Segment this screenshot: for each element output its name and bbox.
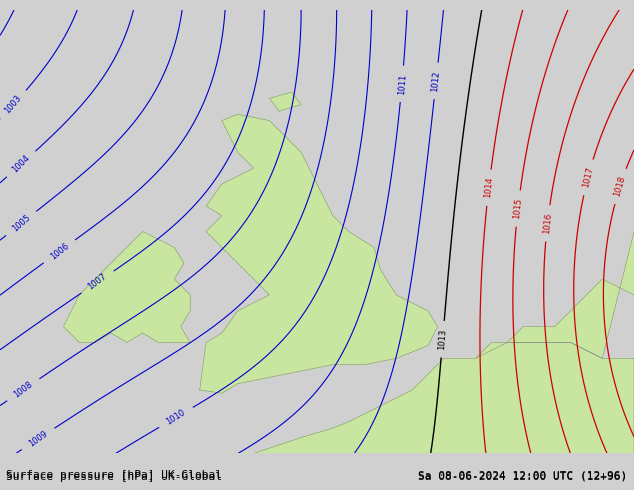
Text: 1010: 1010: [165, 408, 187, 427]
Text: 1012: 1012: [430, 70, 442, 92]
Text: Sa 08-06-2024 12:00 UTC (12+96): Sa 08-06-2024 12:00 UTC (12+96): [418, 470, 628, 480]
Polygon shape: [63, 231, 190, 343]
Text: 1004: 1004: [11, 153, 32, 174]
Text: Surface pressure [hPa] UK-Global: Surface pressure [hPa] UK-Global: [6, 471, 223, 482]
Polygon shape: [476, 168, 634, 358]
Polygon shape: [269, 92, 301, 111]
Text: 1005: 1005: [10, 213, 32, 234]
Text: 1017: 1017: [581, 166, 595, 189]
Text: 1016: 1016: [542, 212, 553, 234]
Text: Surface pressure [hPa] UK-Global: Surface pressure [hPa] UK-Global: [6, 470, 223, 480]
Text: 1009: 1009: [27, 429, 49, 449]
Text: 1015: 1015: [512, 197, 524, 220]
Text: 1007: 1007: [86, 272, 108, 292]
Text: 1013: 1013: [437, 328, 448, 350]
Text: 1014: 1014: [483, 177, 495, 198]
Text: 1018: 1018: [612, 175, 627, 197]
Polygon shape: [200, 114, 437, 393]
Text: 1011: 1011: [397, 73, 407, 95]
Polygon shape: [222, 343, 634, 453]
Text: 1003: 1003: [3, 94, 23, 116]
Text: 1008: 1008: [12, 380, 34, 400]
Text: Sa 08-06-2024 12:00 UTC (12+96): Sa 08-06-2024 12:00 UTC (12+96): [418, 471, 628, 482]
Text: 1006: 1006: [48, 241, 70, 262]
